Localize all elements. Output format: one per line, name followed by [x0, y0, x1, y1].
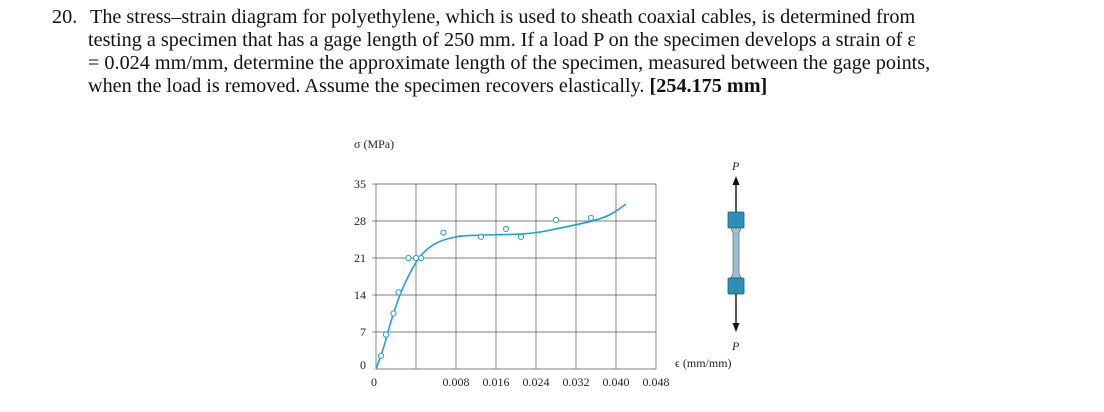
- answer-text: [254.175 mm]: [649, 75, 768, 97]
- data-point: [390, 310, 397, 317]
- problem-line-1: The stress–strain diagram for polyethyle…: [90, 6, 916, 28]
- data-point: [377, 352, 385, 359]
- y-axis-label: σ (MPa): [354, 137, 394, 151]
- problem-number: 20.: [52, 6, 78, 28]
- data-point: [440, 229, 447, 236]
- specimen-diagram: P P: [727, 159, 745, 353]
- bottom-arrowhead-icon: [732, 323, 740, 332]
- specimen-gauge-section: [730, 227, 742, 279]
- chart-grid: [372, 183, 657, 370]
- data-point: [382, 331, 390, 338]
- data-point: [477, 233, 485, 240]
- x-tick-label: 0.008: [443, 375, 470, 389]
- problem-line-4-text: when the load is removed. Assume the spe…: [88, 75, 645, 97]
- x-tick-label: 0.024: [523, 375, 550, 389]
- y-tick-label: 28: [354, 214, 366, 228]
- data-point: [517, 233, 525, 240]
- x-tick-label: 0: [371, 375, 377, 389]
- problem-line-2: testing a specimen that has a gage lengt…: [88, 29, 916, 51]
- x-axis-label: ϵ (mm/mm): [675, 356, 732, 370]
- top-arrowhead-icon: [732, 176, 740, 185]
- data-point: [412, 254, 420, 262]
- data-point: [502, 225, 510, 233]
- data-point: [405, 254, 412, 262]
- x-tick-label: 0.032: [563, 375, 590, 389]
- specimen-bottom-grip: [727, 277, 745, 295]
- bottom-load-label: P: [731, 339, 740, 353]
- specimen-top-grip: [727, 211, 745, 229]
- problem-line-3: = 0.024 mm/mm, determine the approximate…: [88, 52, 931, 74]
- problem-line-4: when the load is removed. Assume the spe…: [88, 75, 767, 98]
- data-point: [587, 214, 595, 221]
- stress-strain-figure: 0 7 14 21 28 35 0 0.008 0.016 0.024 0.032 0.040 0.04…: [354, 137, 745, 389]
- data-points: [377, 214, 595, 359]
- chart-tick-labels: 0 7 14 21 28 35 0 0.008 0.016 0.024 0.032 0.040 0.04…: [354, 177, 670, 389]
- y-tick-label: 14: [354, 288, 366, 302]
- x-tick-label: 0.040: [603, 375, 630, 389]
- x-tick-label: 0.048: [643, 375, 670, 389]
- y-tick-label: 21: [354, 251, 366, 265]
- top-load-label: P: [731, 159, 740, 173]
- x-tick-label: 0.016: [483, 375, 510, 389]
- data-point: [395, 289, 402, 296]
- stress-strain-curve: [375, 203, 627, 370]
- y-tick-label: 0: [360, 358, 366, 372]
- data-point: [552, 216, 560, 224]
- y-tick-label: 35: [354, 177, 366, 191]
- y-tick-label: 7: [360, 325, 366, 339]
- data-point: [417, 254, 425, 262]
